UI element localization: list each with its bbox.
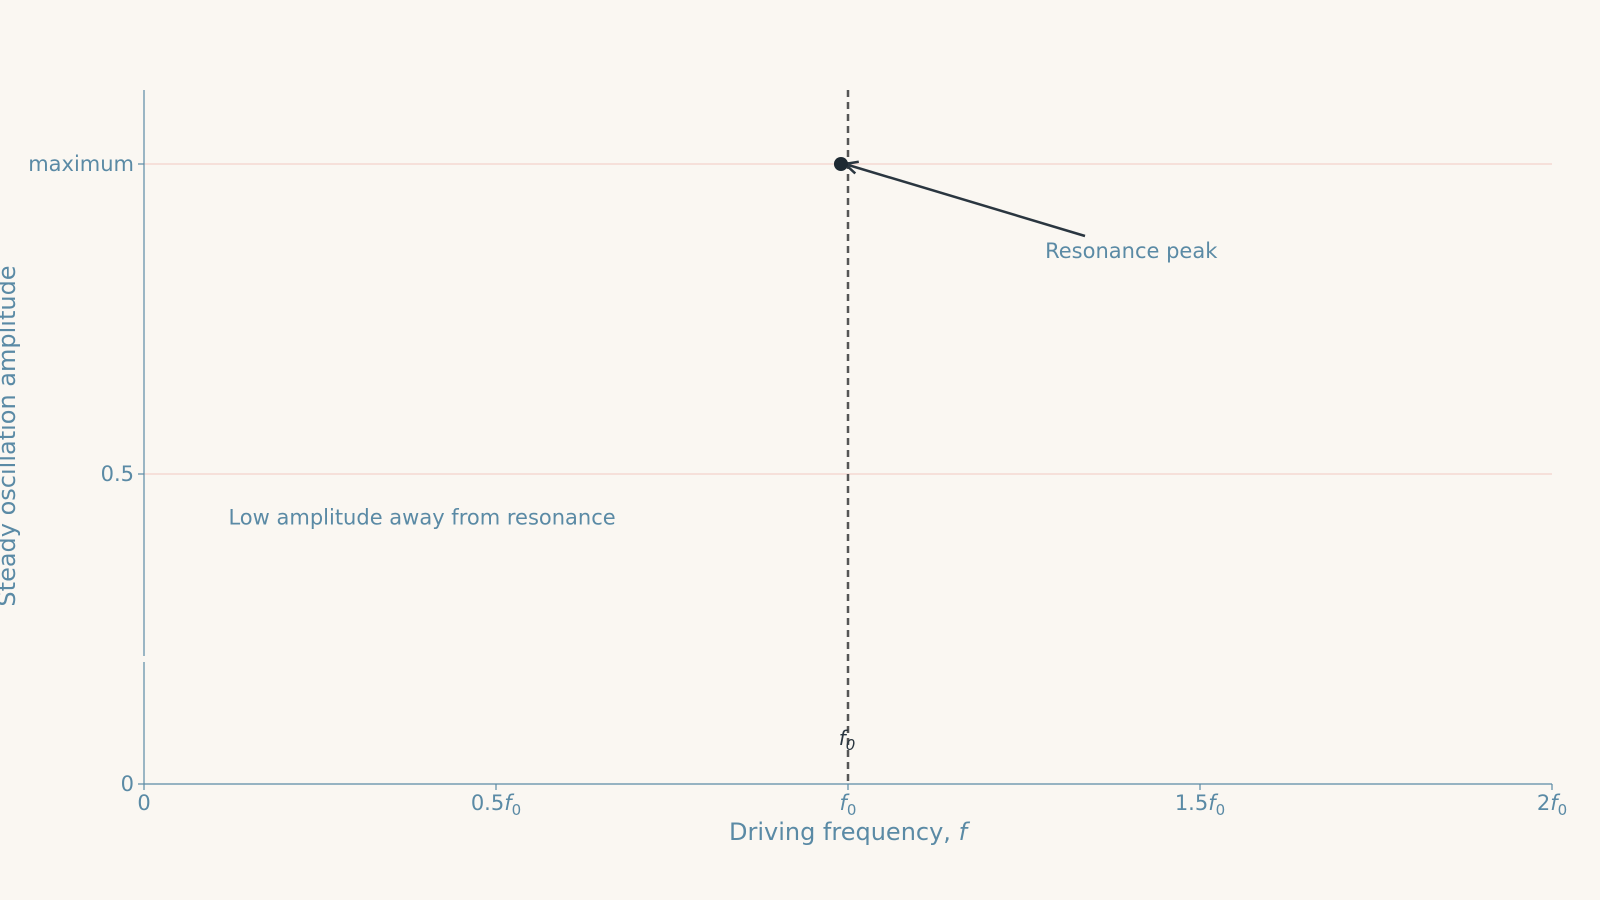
x-tick-label: 0 [137, 791, 150, 815]
y-tick-label: 0.5 [101, 462, 134, 486]
data-marks [833, 157, 848, 171]
resonance-peak-point [833, 157, 848, 171]
y-tick-label: 0 [121, 772, 134, 796]
x-tick-label: f0 [840, 791, 857, 819]
annotations: Resonance peak Low amplitude away from re… [228, 160, 1218, 529]
reference-line-label: f0 [839, 726, 856, 754]
y-tick-label: maximum [28, 152, 134, 176]
x-tick-label: 2f0 [1537, 791, 1567, 819]
axes: 0 0.5 maximum 0 0.5f0 f0 1.5f0 2f0 Driving frequ… [0, 90, 1567, 846]
x-tick-label: 1.5f0 [1175, 791, 1225, 819]
x-tick-label: 0.5f0 [471, 791, 521, 819]
reference-line-group: f0 [839, 90, 856, 784]
y-axis-label: Steady oscillation amplitude [0, 265, 21, 606]
low-amplitude-annotation: Low amplitude away from resonance [228, 505, 615, 529]
resonance-peak-annotation: Resonance peak [1045, 239, 1218, 263]
annotation-arrow [844, 162, 1086, 238]
x-axis-label: Driving frequency, f [729, 818, 971, 846]
